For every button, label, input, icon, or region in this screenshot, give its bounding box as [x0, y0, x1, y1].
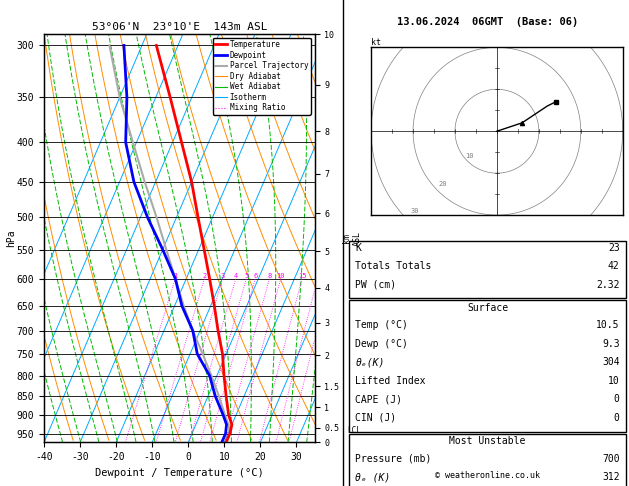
Text: Surface: Surface: [467, 303, 508, 313]
Text: 23: 23: [608, 243, 620, 253]
Text: 8: 8: [267, 273, 272, 279]
Text: hPa: hPa: [6, 229, 16, 247]
Y-axis label: km
ASL: km ASL: [342, 231, 362, 245]
Text: Dewp (°C): Dewp (°C): [355, 339, 408, 349]
Text: K: K: [355, 243, 361, 253]
Text: 2.32: 2.32: [596, 280, 620, 290]
Text: 9.3: 9.3: [602, 339, 620, 349]
Text: 312: 312: [602, 472, 620, 483]
Title: 53°06'N  23°10'E  143m ASL: 53°06'N 23°10'E 143m ASL: [91, 22, 267, 32]
Text: θₑ (K): θₑ (K): [355, 472, 391, 483]
Text: LCL: LCL: [347, 426, 361, 435]
Text: 4: 4: [233, 273, 238, 279]
Text: Pressure (mb): Pressure (mb): [355, 454, 431, 464]
Text: 0: 0: [614, 394, 620, 404]
Text: 13.06.2024  06GMT  (Base: 06): 13.06.2024 06GMT (Base: 06): [397, 17, 578, 27]
Text: 700: 700: [602, 454, 620, 464]
Text: 0: 0: [614, 413, 620, 423]
Text: CAPE (J): CAPE (J): [355, 394, 403, 404]
Text: 6: 6: [253, 273, 257, 279]
Text: Lifted Index: Lifted Index: [355, 376, 426, 386]
Text: 20: 20: [438, 181, 447, 187]
Text: 10: 10: [465, 154, 474, 159]
Text: θₑ(K): θₑ(K): [355, 357, 385, 367]
Text: 30: 30: [411, 208, 420, 214]
Text: 304: 304: [602, 357, 620, 367]
Text: 10: 10: [277, 273, 285, 279]
Text: CIN (J): CIN (J): [355, 413, 396, 423]
Text: 10.5: 10.5: [596, 320, 620, 330]
Text: 2: 2: [203, 273, 206, 279]
Text: Temp (°C): Temp (°C): [355, 320, 408, 330]
Text: Most Unstable: Most Unstable: [449, 436, 526, 447]
Text: © weatheronline.co.uk: © weatheronline.co.uk: [435, 471, 540, 480]
Text: 10: 10: [608, 376, 620, 386]
Text: 3: 3: [220, 273, 225, 279]
Text: Totals Totals: Totals Totals: [355, 261, 431, 272]
Text: 5: 5: [244, 273, 248, 279]
Text: 15: 15: [298, 273, 306, 279]
Text: 42: 42: [608, 261, 620, 272]
Text: 1: 1: [173, 273, 177, 279]
Text: PW (cm): PW (cm): [355, 280, 396, 290]
Legend: Temperature, Dewpoint, Parcel Trajectory, Dry Adiabat, Wet Adiabat, Isotherm, Mi: Temperature, Dewpoint, Parcel Trajectory…: [213, 38, 311, 115]
X-axis label: Dewpoint / Temperature (°C): Dewpoint / Temperature (°C): [95, 468, 264, 478]
Text: kt: kt: [371, 38, 381, 47]
